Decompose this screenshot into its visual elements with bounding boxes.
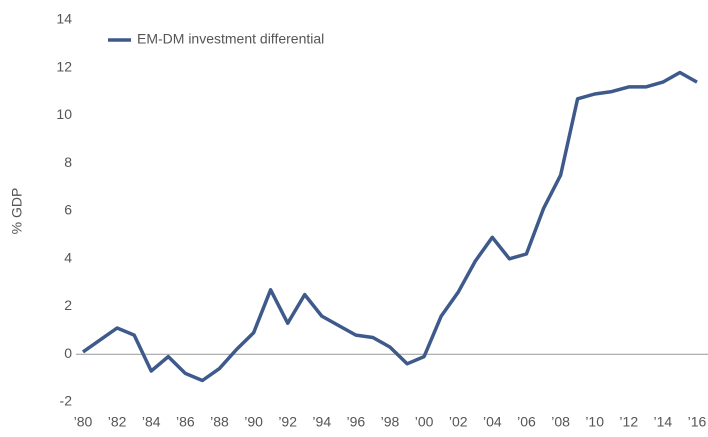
y-tick-label: 14 [56, 11, 72, 27]
x-tick-label: ’14 [654, 414, 673, 430]
x-tick-label: ’90 [244, 414, 263, 430]
y-tick-label: 4 [64, 249, 72, 265]
legend-label: EM-DM investment differential [137, 31, 324, 47]
y-tick-label: 8 [64, 154, 72, 170]
y-tick-label: 6 [64, 202, 72, 218]
x-tick-label: ’94 [312, 414, 331, 430]
x-tick-label: ’82 [108, 414, 127, 430]
x-tick-label: ’80 [74, 414, 93, 430]
y-tick-label: 2 [64, 297, 72, 313]
x-tick-label: ’98 [381, 414, 400, 430]
y-tick-label: 12 [56, 58, 72, 74]
x-tick-label: ’12 [619, 414, 638, 430]
x-tick-label: ’00 [415, 414, 434, 430]
y-tick-label: 0 [64, 345, 72, 361]
x-tick-label: ’04 [483, 414, 502, 430]
x-tick-label: ’92 [278, 414, 297, 430]
x-tick-label: ’88 [210, 414, 229, 430]
x-tick-label: ’86 [176, 414, 195, 430]
x-tick-label: ’10 [585, 414, 604, 430]
x-tick-label: ’02 [449, 414, 468, 430]
x-tick-label: ’16 [688, 414, 707, 430]
x-tick-label: ’06 [517, 414, 536, 430]
y-tick-label: 10 [56, 106, 72, 122]
x-tick-label: ’96 [347, 414, 366, 430]
x-tick-label: ’84 [142, 414, 161, 430]
y-tick-label: -2 [60, 393, 73, 409]
data-line [81, 70, 698, 383]
y-axis-label: % GDP [9, 188, 25, 235]
x-tick-label: ’08 [551, 414, 570, 430]
